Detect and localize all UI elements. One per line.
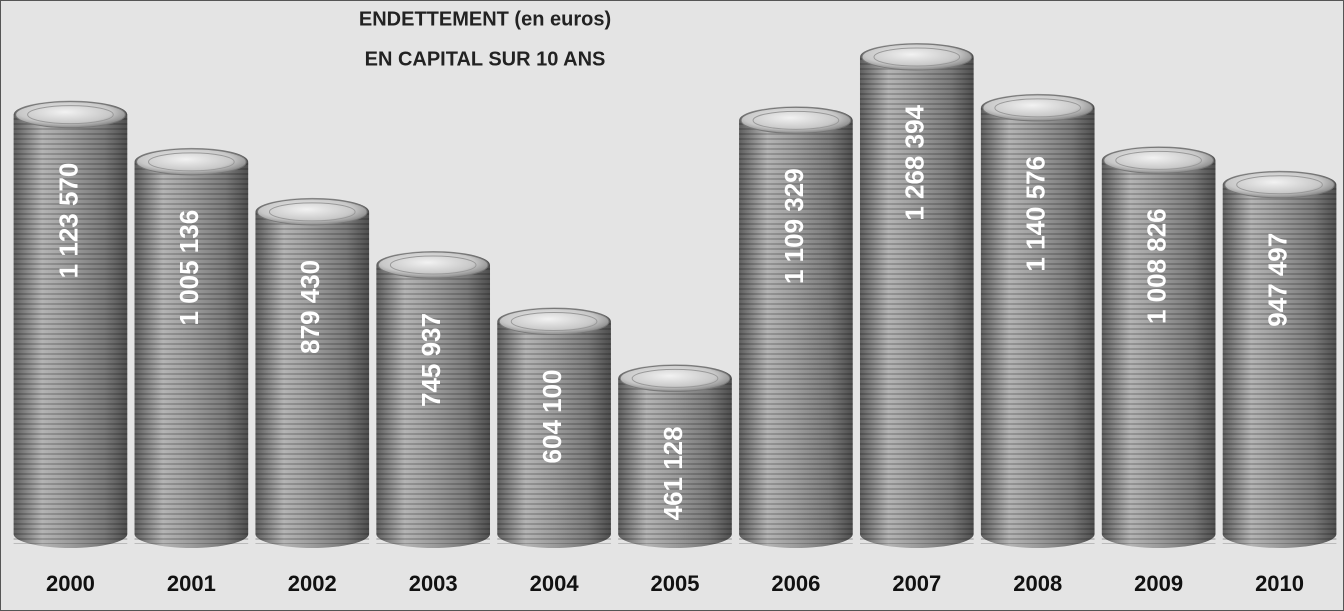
value-label: 947 497 bbox=[1262, 233, 1292, 327]
value-label: 879 430 bbox=[295, 260, 325, 354]
bar-stripes bbox=[376, 265, 491, 544]
bar-stripes bbox=[13, 114, 128, 545]
bar-stripes bbox=[134, 161, 249, 544]
bar-stripes bbox=[255, 211, 370, 545]
x-tick-label: 2002 bbox=[288, 571, 337, 596]
value-label: 1 109 329 bbox=[779, 168, 809, 284]
x-tick-label: 2005 bbox=[651, 571, 700, 596]
value-label: 1 008 826 bbox=[1142, 208, 1172, 324]
value-label: 1 268 394 bbox=[900, 104, 930, 220]
coin-face bbox=[1236, 175, 1323, 195]
coin-face bbox=[873, 47, 961, 67]
value-label: 461 128 bbox=[658, 426, 688, 520]
coin-face bbox=[27, 105, 114, 125]
x-tick-label: 2010 bbox=[1255, 571, 1304, 596]
coin-face bbox=[268, 202, 356, 222]
chart-title: ENDETTEMENT (en euros) bbox=[359, 8, 611, 30]
value-label: 1 005 136 bbox=[174, 210, 204, 326]
bar-stripes bbox=[739, 120, 853, 545]
bar-stripes bbox=[980, 107, 1095, 544]
x-tick-label: 2003 bbox=[409, 571, 458, 596]
x-tick-label: 2004 bbox=[530, 571, 580, 596]
coin-face bbox=[510, 311, 598, 331]
bar-stripes bbox=[859, 57, 974, 544]
value-label: 1 123 570 bbox=[53, 163, 83, 279]
x-tick-label: 2000 bbox=[46, 571, 95, 596]
coin-face bbox=[631, 368, 719, 388]
value-label: 604 100 bbox=[537, 369, 567, 463]
x-tick-label: 2009 bbox=[1134, 571, 1183, 596]
coin-face bbox=[1115, 150, 1202, 170]
coin-face bbox=[994, 98, 1082, 118]
x-tick-label: 2006 bbox=[771, 571, 820, 596]
coin-face bbox=[752, 110, 840, 130]
coin-face bbox=[389, 255, 477, 275]
chart-subtitle: EN CAPITAL SUR 10 ANS bbox=[365, 48, 606, 70]
bar-stripes bbox=[497, 321, 611, 544]
value-label: 1 140 576 bbox=[1021, 156, 1051, 272]
value-label: 745 937 bbox=[416, 313, 446, 407]
bar-stripes bbox=[1101, 160, 1216, 544]
x-tick-label: 2001 bbox=[167, 571, 216, 596]
bar-stripes bbox=[1222, 184, 1337, 545]
bar-stripes bbox=[618, 378, 732, 544]
coin-face bbox=[148, 152, 235, 172]
x-tick-label: 2008 bbox=[1013, 571, 1062, 596]
x-tick-label: 2007 bbox=[892, 571, 941, 596]
